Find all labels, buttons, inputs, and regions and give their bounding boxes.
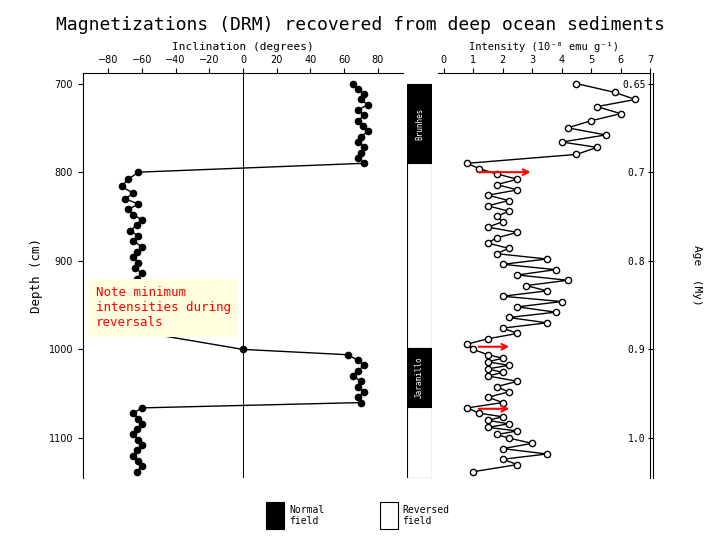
Y-axis label: Depth (cm): Depth (cm) [30, 238, 43, 313]
Bar [407, 407, 432, 478]
Bar [266, 502, 284, 529]
Text: Jaramillo: Jaramillo [415, 356, 424, 397]
X-axis label: Intensity (10⁻⁸ emu g⁻¹): Intensity (10⁻⁸ emu g⁻¹) [469, 42, 619, 52]
Text: Brunhes: Brunhes [415, 107, 424, 140]
Text: Note minimum
intensities during
reversals: Note minimum intensities during reversal… [96, 286, 230, 329]
Text: Normal
field: Normal field [289, 505, 324, 526]
Text: Reversed
field: Reversed field [402, 505, 449, 526]
Bar [407, 348, 432, 407]
X-axis label: Inclination (degrees): Inclination (degrees) [172, 42, 314, 52]
Bar [407, 163, 432, 348]
Text: Magnetizations (DRM) recovered from deep ocean sediments: Magnetizations (DRM) recovered from deep… [55, 16, 665, 34]
Bar [380, 502, 397, 529]
Y-axis label: Age  (My): Age (My) [692, 245, 702, 306]
Bar [407, 84, 432, 163]
